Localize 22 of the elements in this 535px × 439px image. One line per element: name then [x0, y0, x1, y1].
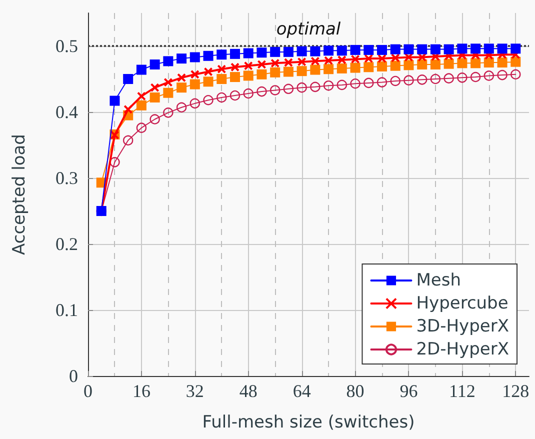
y-tick-label: 0.5: [56, 36, 78, 56]
legend-label: 2D-HyperX: [416, 340, 510, 360]
legend-label: Mesh: [416, 270, 461, 290]
x-tick-label: 16: [132, 381, 150, 401]
legend-label: Hypercube: [416, 294, 508, 314]
x-tick-label: 112: [449, 381, 476, 401]
x-tick-label: 80: [346, 381, 364, 401]
x-tick-label: 96: [400, 381, 418, 401]
y-tick-label: 0.1: [56, 300, 78, 320]
y-tick-label: 0.4: [56, 102, 78, 122]
x-tick-label: 32: [186, 381, 204, 401]
x-axis-title: Full-mesh size (switches): [202, 412, 415, 432]
x-tick-label: 0: [84, 381, 92, 401]
y-tick-label: 0.2: [56, 234, 78, 254]
x-tick-label: 64: [292, 381, 311, 401]
y-tick-label: 0: [69, 366, 78, 386]
x-tick-label: 48: [239, 381, 258, 401]
ref-line-label: optimal: [276, 20, 341, 40]
y-axis-title: Accepted load: [10, 134, 30, 255]
legend-label: 3D-HyperX: [416, 316, 510, 336]
x-tick-label: 128: [502, 381, 530, 401]
y-tick-label: 0.3: [56, 168, 78, 188]
